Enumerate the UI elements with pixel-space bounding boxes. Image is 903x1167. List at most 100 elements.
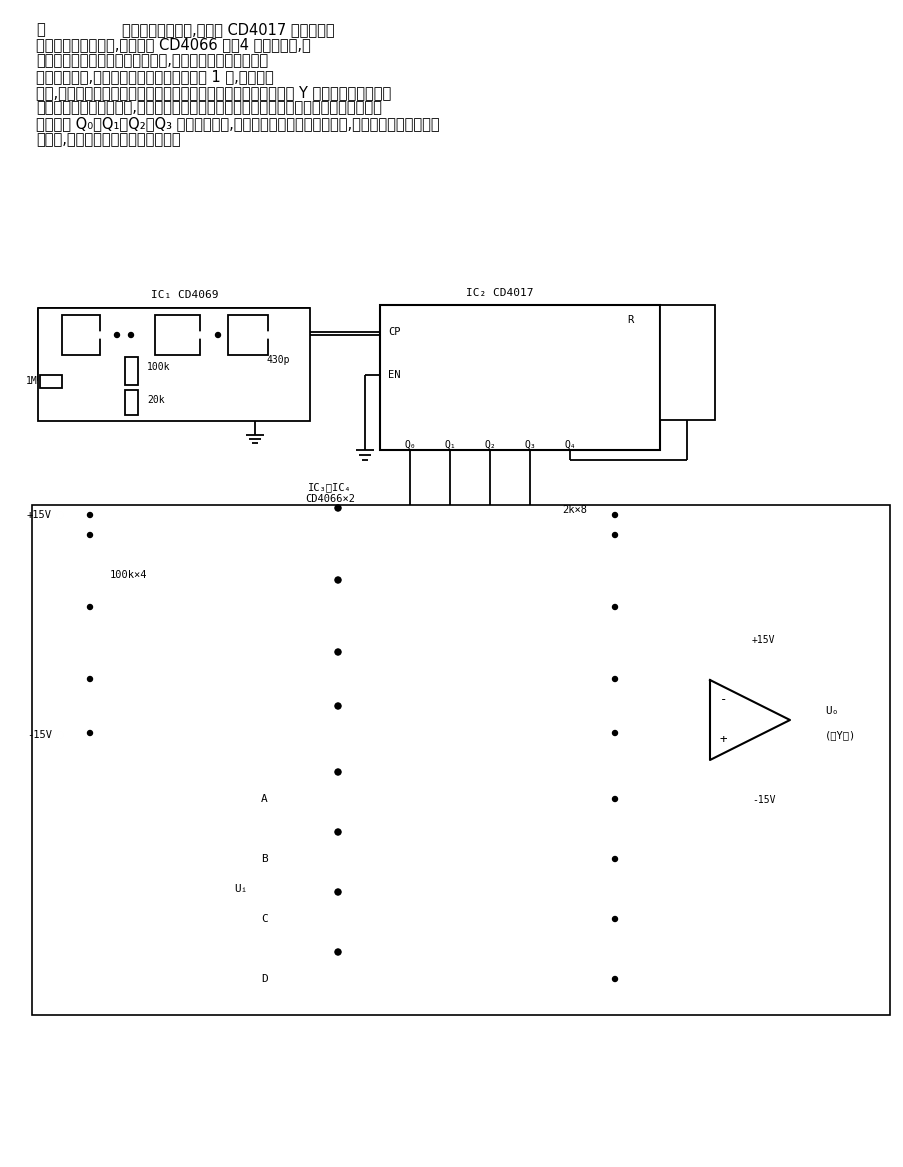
Circle shape [215,333,220,337]
Polygon shape [110,527,138,541]
Circle shape [612,605,617,609]
Circle shape [335,949,340,955]
Circle shape [56,511,64,519]
Circle shape [612,857,617,861]
Text: A: A [261,794,267,804]
Circle shape [612,916,617,922]
Text: R: R [626,315,632,324]
Text: 20k: 20k [147,394,164,405]
Circle shape [335,704,340,708]
Text: 是该装置的电路图,它采用 CD4017 计数器和振: 是该装置的电路图,它采用 CD4017 计数器和振 [122,22,334,36]
Polygon shape [403,911,431,925]
Polygon shape [403,527,431,541]
Text: Q₁: Q₁ [443,440,455,450]
Polygon shape [125,390,138,415]
Circle shape [270,857,275,862]
Text: 2k×8: 2k×8 [562,505,586,515]
Text: -: - [719,693,727,706]
Circle shape [335,650,340,655]
Circle shape [335,505,340,510]
Circle shape [612,532,617,538]
Text: CP: CP [387,327,400,337]
Polygon shape [298,832,377,887]
Text: 一路输入信号,当模拟开关的选通端为高电平 1 时,模拟开关: 一路输入信号,当模拟开关的选通端为高电平 1 时,模拟开关 [36,69,274,84]
Text: (至Y轴): (至Y轴) [824,731,855,740]
Polygon shape [81,562,99,585]
Circle shape [335,578,340,582]
Polygon shape [125,357,138,385]
Polygon shape [754,619,784,633]
Text: Q₃: Q₃ [524,440,535,450]
Circle shape [612,677,617,682]
Text: -15V: -15V [751,795,775,805]
Text: CD4066×2: CD4066×2 [304,494,355,504]
Circle shape [741,642,747,648]
Circle shape [335,703,340,710]
Text: IC₁ CD4069: IC₁ CD4069 [151,291,219,300]
Text: 100k×4: 100k×4 [110,569,147,580]
Text: 信号对应不同的直流电平,所以在示波器上能将四路信号上下分开。虽然四对模拟开关是受: 信号对应不同的直流电平,所以在示波器上能将四路信号上下分开。虽然四对模拟开关是受 [36,100,382,116]
Polygon shape [32,505,889,1015]
Circle shape [335,830,340,834]
Polygon shape [110,600,138,614]
Circle shape [335,649,340,655]
Polygon shape [403,972,431,986]
Circle shape [56,731,64,739]
Text: 导通,直流电平和输入信号则经运算放大器反相求和后送到示波器的 Y 轴输入端。由于四路: 导通,直流电平和输入信号则经运算放大器反相求和后送到示波器的 Y 轴输入端。由于… [36,85,391,99]
Circle shape [335,889,340,895]
Polygon shape [709,680,789,760]
Polygon shape [298,580,377,635]
Circle shape [612,797,617,802]
Circle shape [97,331,103,338]
Circle shape [335,769,340,775]
Text: IC₃、IC₄: IC₃、IC₄ [308,482,351,492]
Polygon shape [403,600,431,614]
Circle shape [115,333,119,337]
Circle shape [270,796,275,802]
Circle shape [335,950,340,955]
Text: Q₄: Q₄ [563,440,575,450]
Text: IC₂ CD4017: IC₂ CD4017 [466,288,533,298]
Text: 其依次导通。在每一对模拟开关上,分别加有可调直流电平和: 其依次导通。在每一对模拟开关上,分别加有可调直流电平和 [36,54,268,68]
Text: Uᵢ: Uᵢ [234,883,247,894]
Polygon shape [298,652,377,707]
Text: +15V: +15V [27,510,52,520]
Text: 100k: 100k [147,362,171,372]
Polygon shape [298,706,377,761]
Circle shape [612,512,617,517]
Text: +15V: +15V [751,635,775,645]
Circle shape [335,829,340,836]
Text: -15V: -15V [27,731,52,740]
Circle shape [88,512,92,517]
Circle shape [270,976,275,981]
Circle shape [88,731,92,735]
Circle shape [270,916,275,922]
Polygon shape [298,773,377,827]
Polygon shape [110,672,138,686]
Polygon shape [154,315,200,355]
Polygon shape [298,952,377,1007]
Text: 1M: 1M [26,376,38,386]
Text: 计数器的 Q₀、Q₁、Q₂、Q₃ 输出端控制的,它们依次一个个地导通或截止,但由于振荡器的振荡频: 计数器的 Q₀、Q₁、Q₂、Q₃ 输出端控制的,它们依次一个个地导通或截止,但由… [36,117,439,131]
Circle shape [197,331,203,338]
Text: Q₂: Q₂ [484,440,496,450]
Circle shape [88,677,92,682]
Text: 430p: 430p [266,355,290,365]
Text: 荡器组成四节拍电路,控制两个 CD4066 内的4 对模拟开关,使: 荡器组成四节拍电路,控制两个 CD4066 内的4 对模拟开关,使 [36,37,311,53]
Polygon shape [110,726,138,740]
Text: 率较高,使人眼感觉不到波形的闪烁。: 率较高,使人眼感觉不到波形的闪烁。 [36,132,181,147]
Circle shape [128,333,134,337]
Text: C: C [261,914,267,924]
Polygon shape [228,315,267,355]
Circle shape [271,331,276,338]
Circle shape [612,731,617,735]
Polygon shape [681,770,697,801]
Polygon shape [403,852,431,866]
Circle shape [335,769,340,775]
Polygon shape [62,315,100,355]
Polygon shape [298,892,377,946]
Polygon shape [40,375,62,387]
Polygon shape [379,305,659,450]
Text: EN: EN [387,370,400,380]
Circle shape [58,733,62,738]
